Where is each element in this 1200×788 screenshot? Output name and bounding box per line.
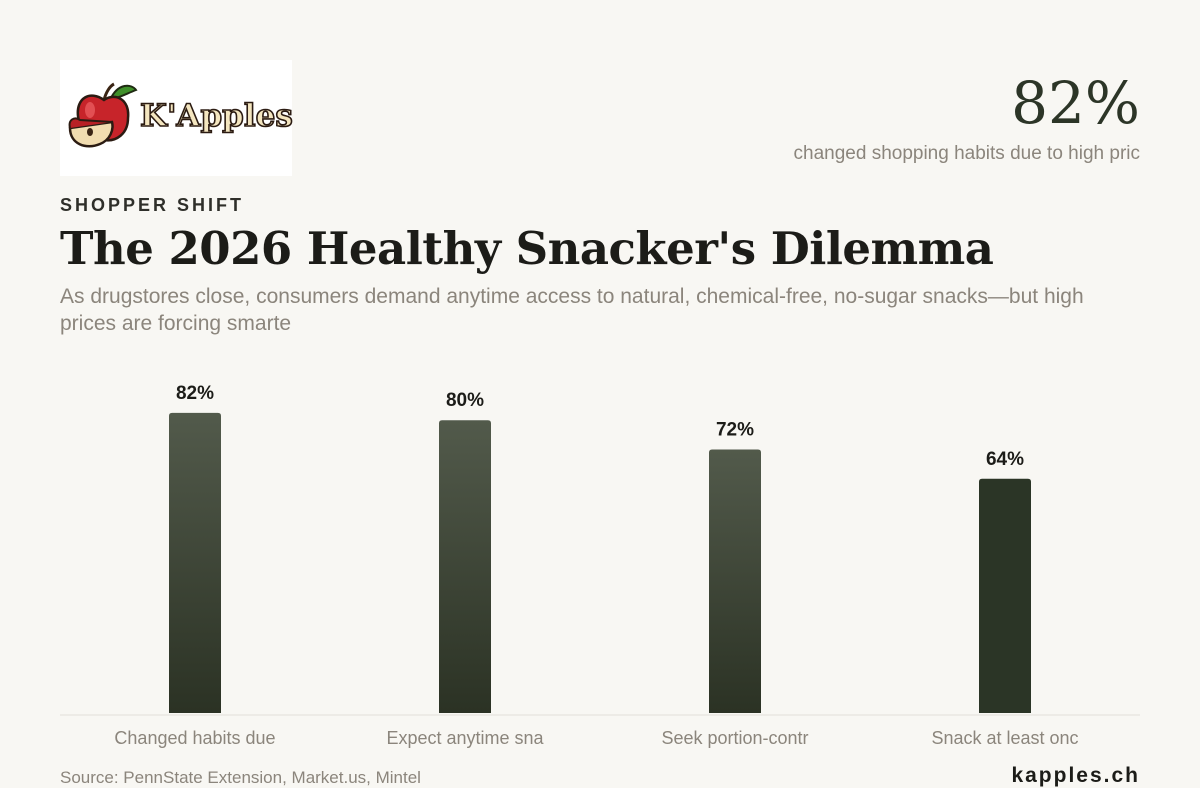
source-note: Source: PennState Extension, Market.us, …	[60, 768, 421, 787]
headline-stat-value: 82%	[1011, 69, 1140, 137]
bar-value-label: 82%	[176, 383, 214, 404]
bar-2	[439, 420, 491, 713]
bar-value-label: 64%	[986, 449, 1024, 470]
category-label: Seek portion-contr	[661, 728, 808, 748]
bar-value-label: 72%	[716, 419, 754, 440]
brand-logo: K'Apples	[60, 60, 294, 176]
category-label: Changed habits due	[114, 728, 275, 748]
logo-wordmark: K'Apples	[139, 97, 293, 135]
brand-url: kapples.ch	[1011, 764, 1140, 787]
bar-1	[169, 412, 221, 713]
bar-3	[709, 449, 761, 713]
bar-4	[979, 478, 1031, 713]
page-title: The 2026 Healthy Snacker's Dilemma	[60, 222, 994, 275]
headline-stat-caption: changed shopping habits due to high pric	[793, 143, 1140, 164]
category-label: Snack at least onc	[931, 728, 1078, 748]
page-subtitle: As drugstores close, consumers demand an…	[60, 285, 1084, 335]
section-eyebrow: SHOPPER SHIFT	[60, 195, 245, 215]
category-label: Expect anytime sna	[386, 728, 544, 748]
bar-value-label: 80%	[446, 390, 484, 411]
apple-logo-icon	[68, 82, 138, 148]
